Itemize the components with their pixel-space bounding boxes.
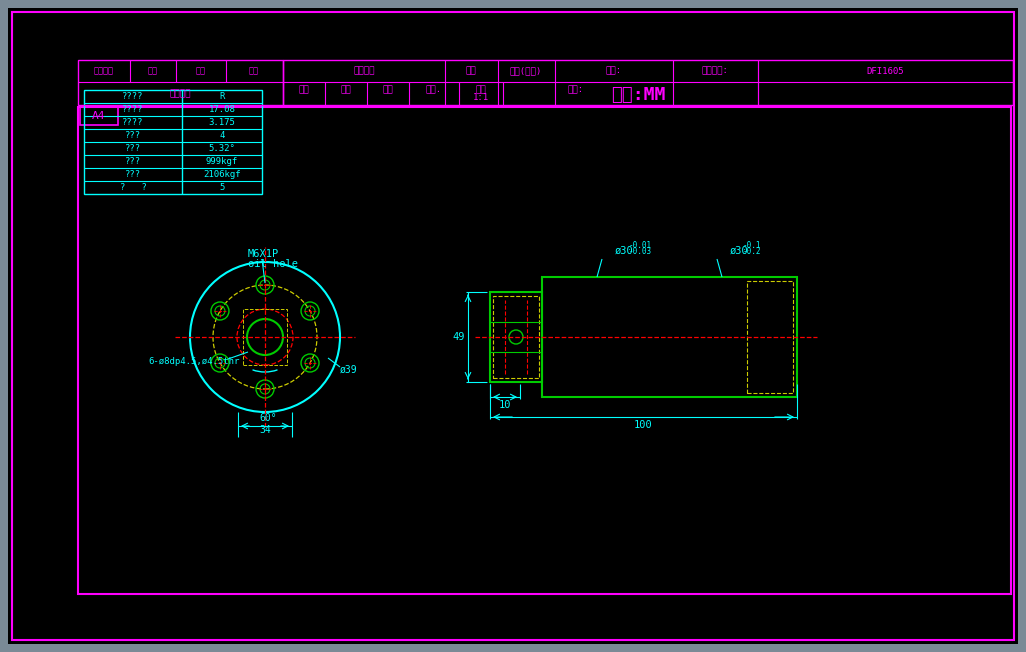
Bar xyxy=(747,281,793,393)
Text: 5: 5 xyxy=(220,183,225,192)
Text: 4: 4 xyxy=(220,131,225,140)
Text: M6X1P: M6X1P xyxy=(248,249,279,259)
Text: -0.2: -0.2 xyxy=(743,248,761,256)
Text: 单位:MM: 单位:MM xyxy=(610,86,665,104)
Text: ø30: ø30 xyxy=(615,246,633,256)
Text: 客户确认: 客户确认 xyxy=(169,89,191,98)
Text: 日期: 日期 xyxy=(466,67,476,76)
Text: 审核: 审核 xyxy=(383,85,393,95)
Text: 999kgf: 999kgf xyxy=(206,157,238,166)
Text: 视角.: 视角. xyxy=(426,85,442,95)
Text: 数量(单台): 数量(单台) xyxy=(510,67,542,76)
Text: 客户名称: 客户名称 xyxy=(353,67,374,76)
Bar xyxy=(78,60,283,105)
Text: ø39: ø39 xyxy=(340,365,358,375)
Bar xyxy=(490,292,542,382)
Text: ???: ??? xyxy=(125,144,141,153)
Text: 设计: 设计 xyxy=(341,85,351,95)
Text: ???: ??? xyxy=(125,131,141,140)
Text: 签名: 签名 xyxy=(249,67,259,76)
Text: ?   ?: ? ? xyxy=(120,183,147,192)
Text: 34: 34 xyxy=(260,425,271,435)
Text: 材料:: 材料: xyxy=(568,85,584,95)
Text: 10: 10 xyxy=(499,400,511,410)
Text: 6-ø8dp4.5,ø4.5thr: 6-ø8dp4.5,ø4.5thr xyxy=(148,357,239,366)
Text: oil hole: oil hole xyxy=(248,259,298,269)
Bar xyxy=(80,107,118,125)
Text: -0.03: -0.03 xyxy=(629,248,652,256)
Text: 型号:: 型号: xyxy=(606,67,622,76)
Text: 比例: 比例 xyxy=(476,85,486,95)
Text: 49: 49 xyxy=(452,332,465,342)
Text: 处数: 处数 xyxy=(148,67,158,76)
Text: 绘图: 绘图 xyxy=(299,85,310,95)
Text: 日期: 日期 xyxy=(196,67,206,76)
Text: 5.32°: 5.32° xyxy=(208,144,235,153)
Bar xyxy=(494,296,539,378)
Text: -0.01: -0.01 xyxy=(629,241,652,250)
Text: ???: ??? xyxy=(125,157,141,166)
Bar xyxy=(283,60,1013,105)
Bar xyxy=(243,309,287,365)
Text: 更改标记: 更改标记 xyxy=(94,67,114,76)
Text: ????: ???? xyxy=(122,118,144,127)
Text: ø30: ø30 xyxy=(729,246,748,256)
Text: -0.1: -0.1 xyxy=(743,241,761,250)
Text: ????: ???? xyxy=(122,105,144,114)
Text: ???: ??? xyxy=(125,170,141,179)
Text: 17.08: 17.08 xyxy=(208,105,235,114)
Text: R: R xyxy=(220,92,225,101)
Text: ????: ???? xyxy=(122,92,144,101)
Text: 1:1: 1:1 xyxy=(473,93,489,102)
Bar xyxy=(84,90,262,194)
Text: 2106kgf: 2106kgf xyxy=(203,170,241,179)
Text: 100: 100 xyxy=(634,420,653,430)
Bar xyxy=(78,107,1011,594)
Text: 3.175: 3.175 xyxy=(208,118,235,127)
Text: 参考图号:: 参考图号: xyxy=(702,67,728,76)
Text: 60°: 60° xyxy=(260,413,277,423)
Text: A4: A4 xyxy=(92,111,106,121)
Text: DFI1605: DFI1605 xyxy=(866,67,904,76)
Bar xyxy=(542,277,797,397)
